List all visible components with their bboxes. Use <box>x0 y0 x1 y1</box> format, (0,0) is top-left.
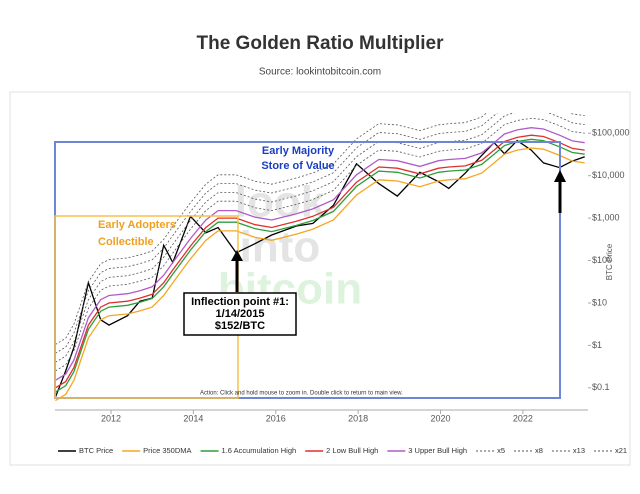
inflection-box <box>183 292 297 336</box>
watermark: look <box>235 178 326 227</box>
x-tick-label: 2022 <box>513 413 533 423</box>
legend-label: Price 350DMA <box>143 446 191 455</box>
legend-label: 3 Upper Bull High <box>408 446 467 455</box>
chart-subtitle: Source: lookintobitcoin.com <box>259 67 381 78</box>
y-axis-label: BTC Price <box>605 243 614 280</box>
series-line <box>55 127 585 381</box>
y-tick-label: $10 <box>592 297 607 307</box>
series-line <box>55 138 585 393</box>
annotation: $152/BTC <box>215 320 265 332</box>
series-line <box>55 134 585 389</box>
x-tick-label: 2016 <box>266 413 286 423</box>
y-tick-label: $1,000 <box>592 212 620 222</box>
y-tick-label: $10,000 <box>592 170 625 180</box>
annotation: Store of Value <box>261 160 334 172</box>
arrow-head <box>231 250 243 261</box>
annotation: Early Adopters <box>98 219 176 231</box>
chart-panel <box>9 91 631 466</box>
chart-title: The Golden Ratio Multiplier <box>197 33 445 54</box>
x-tick-label: 2020 <box>431 413 451 423</box>
legend-label: 1.6 Accumulation High <box>222 446 297 455</box>
x-tick-label: 2012 <box>101 413 121 423</box>
annotation: Inflection point #1: <box>191 296 289 308</box>
note: Action: Click and hold mouse to zoom in.… <box>200 391 403 397</box>
annotation: Collectible <box>98 236 154 248</box>
legend-label: x21 <box>615 446 627 455</box>
legend-label: 2 Low Bull High <box>326 446 378 455</box>
legend-label: BTC Price <box>79 446 113 455</box>
legend-label: x8 <box>535 446 543 455</box>
annotation: Early Majority <box>262 145 335 157</box>
series-line <box>55 147 585 402</box>
arrow-head <box>554 170 566 182</box>
series-line <box>55 117 585 372</box>
y-tick-label: $1 <box>592 340 602 350</box>
y-tick-label: $100 <box>592 255 612 265</box>
series-line <box>55 139 585 398</box>
y-tick-label: $0.1 <box>592 382 610 392</box>
annotation: 1/14/2015 <box>216 308 265 320</box>
legend-label: x5 <box>497 446 505 455</box>
legend-label: x13 <box>573 446 585 455</box>
x-tick-label: 2014 <box>183 413 203 423</box>
x-tick-label: 2018 <box>348 413 368 423</box>
y-tick-label: $100,000 <box>592 128 630 138</box>
series-line <box>55 113 585 363</box>
